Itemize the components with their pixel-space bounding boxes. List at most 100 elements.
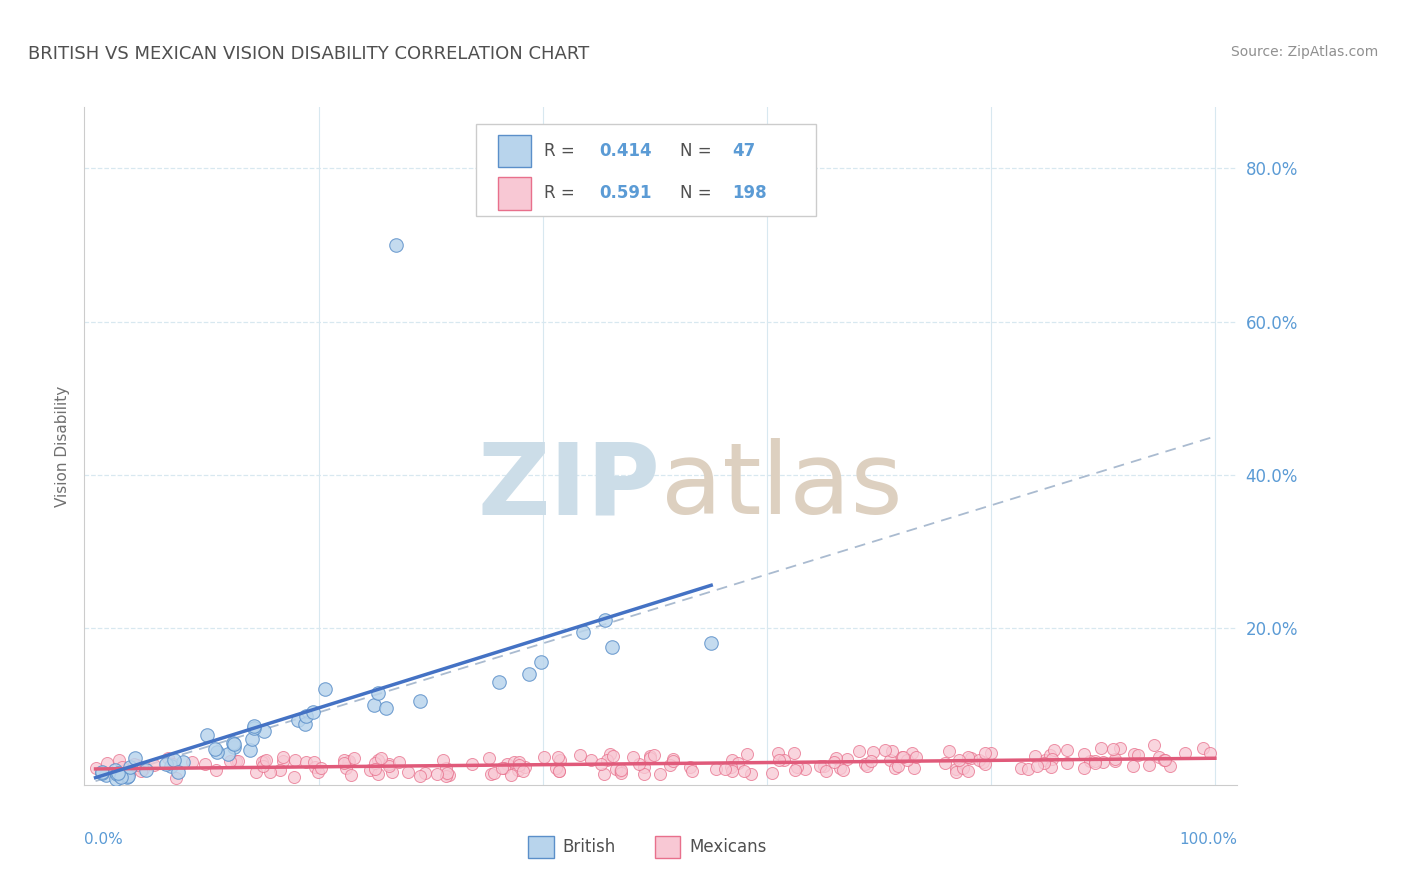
Point (340, 767, 363, 781)
Point (370, 750, 392, 764)
Text: 0.0%: 0.0% (84, 832, 124, 847)
Point (243, 719, 266, 733)
Point (122, 757, 145, 772)
Point (896, 753, 918, 767)
Point (499, 767, 522, 781)
Point (1035, 753, 1057, 767)
FancyBboxPatch shape (655, 837, 681, 858)
Point (662, 754, 685, 768)
Point (110, 770, 132, 784)
Point (1128, 747, 1150, 762)
Point (714, 762, 737, 776)
Point (342, 751, 364, 765)
Text: British: British (562, 838, 616, 856)
Point (700, 636, 723, 650)
Point (204, 742, 226, 756)
Point (600, 640, 623, 654)
Point (1056, 756, 1078, 770)
Point (259, 765, 281, 780)
FancyBboxPatch shape (529, 837, 554, 858)
Point (363, 762, 385, 776)
Text: Source: ZipAtlas.com: Source: ZipAtlas.com (1230, 45, 1378, 59)
Point (118, 766, 141, 780)
Point (766, 746, 789, 760)
Point (1043, 743, 1066, 757)
Point (533, 749, 555, 764)
Point (891, 750, 914, 764)
Point (367, 766, 389, 780)
Point (1102, 742, 1125, 756)
Point (1039, 760, 1062, 774)
Point (662, 752, 685, 766)
Point (515, 759, 537, 773)
Point (1073, 747, 1095, 762)
Point (250, 756, 273, 770)
Point (973, 756, 995, 771)
Y-axis label: Vision Disability: Vision Disability (55, 385, 70, 507)
Point (891, 749, 914, 764)
Point (945, 764, 967, 779)
Point (548, 764, 571, 779)
Point (609, 764, 631, 778)
Point (508, 755, 530, 769)
Point (195, 728, 218, 742)
Point (1191, 741, 1213, 756)
Point (436, 766, 458, 780)
Point (508, 758, 530, 772)
Point (90, 766, 112, 780)
Point (384, 238, 406, 252)
Point (1153, 753, 1175, 767)
FancyBboxPatch shape (498, 178, 530, 210)
Point (783, 763, 806, 777)
Point (243, 721, 266, 735)
Point (794, 762, 817, 776)
Point (808, 759, 831, 773)
Point (378, 759, 401, 773)
Text: BRITISH VS MEXICAN VISION DISABILITY CORRELATION CHART: BRITISH VS MEXICAN VISION DISABILITY COR… (28, 45, 589, 62)
Point (104, 763, 127, 777)
Point (934, 756, 956, 771)
Point (502, 755, 524, 769)
Point (108, 770, 131, 784)
Point (589, 756, 612, 771)
Point (1084, 754, 1107, 768)
Point (302, 755, 325, 769)
Point (517, 666, 540, 681)
Text: 0.591: 0.591 (600, 185, 652, 202)
Point (309, 761, 332, 775)
Point (156, 750, 179, 764)
Point (461, 756, 484, 771)
Point (96, 756, 118, 771)
Point (437, 768, 460, 782)
Point (830, 761, 852, 775)
Point (107, 753, 129, 767)
Point (596, 753, 619, 767)
Point (333, 753, 356, 767)
Point (904, 749, 927, 764)
Point (1084, 756, 1107, 770)
Point (155, 757, 177, 772)
Point (478, 751, 501, 765)
Text: N =: N = (681, 185, 717, 202)
Point (284, 753, 307, 767)
Point (957, 750, 980, 764)
Point (135, 763, 157, 777)
Point (609, 765, 631, 780)
Point (222, 739, 245, 754)
Point (980, 747, 1002, 761)
Point (107, 767, 129, 781)
Point (204, 764, 226, 778)
Point (1073, 761, 1095, 775)
Text: 198: 198 (733, 185, 766, 202)
Point (814, 764, 837, 778)
Point (856, 759, 879, 773)
Point (482, 765, 505, 780)
Point (162, 756, 184, 771)
Point (294, 716, 316, 731)
Point (295, 709, 318, 723)
Point (1104, 752, 1126, 766)
Point (294, 755, 316, 769)
Point (101, 765, 124, 780)
Point (880, 744, 903, 758)
Point (253, 724, 276, 739)
